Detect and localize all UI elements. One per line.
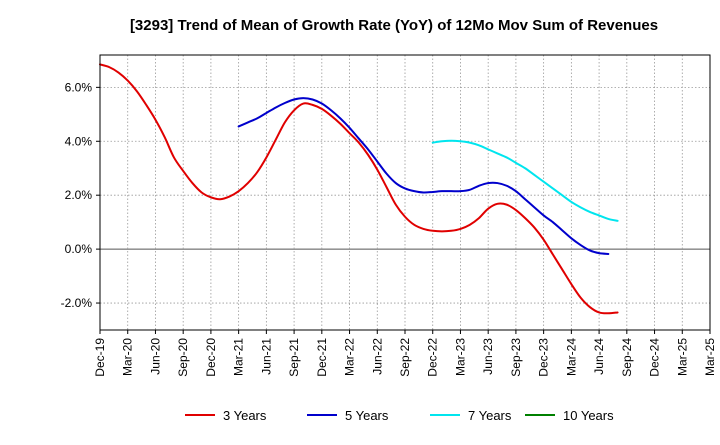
series-line-5-years — [237, 97, 610, 255]
legend-label: 10 Years — [563, 408, 614, 423]
grid-layer — [100, 55, 710, 330]
x-tick-label: Mar-21 — [232, 338, 246, 376]
x-tick-label: Mar-24 — [564, 338, 578, 376]
series-line-3-years — [99, 63, 619, 315]
legend-label: 3 Years — [223, 408, 267, 423]
x-tick-label: Sep-24 — [620, 338, 634, 377]
x-tick-label: Sep-21 — [287, 338, 301, 377]
x-tick-label: Mar-25 — [703, 338, 717, 376]
legend: 3 Years 5 Years 7 Years 10 Years — [185, 408, 614, 423]
y-axis: 6.0% 4.0% 2.0% 0.0% -2.0% — [61, 80, 100, 310]
x-tick-label: Jun-24 — [592, 338, 606, 375]
x-tick-label: Jun-20 — [148, 338, 162, 375]
y-tick-label: 6.0% — [65, 80, 93, 94]
x-tick-label: Dec-19 — [93, 338, 107, 377]
x-tick-label: Jun-23 — [481, 338, 495, 375]
x-tick-label: Dec-20 — [204, 338, 218, 377]
x-axis: Dec-19 Mar-20 Jun-20 Sep-20 Dec-20 Mar-21 Jun-… — [93, 330, 717, 377]
x-tick-label: Mar-25 — [675, 338, 689, 376]
y-tick-label: 2.0% — [65, 188, 93, 202]
x-tick-label: Dec-23 — [537, 338, 551, 377]
x-tick-label: Mar-22 — [343, 338, 357, 376]
x-tick-label: Sep-20 — [176, 338, 190, 377]
x-tick-label: Sep-23 — [509, 338, 523, 377]
y-tick-label: 4.0% — [65, 134, 93, 148]
y-tick-label: -2.0% — [61, 296, 93, 310]
x-tick-label: Dec-22 — [426, 338, 440, 377]
series-line-7-years — [431, 139, 619, 222]
x-tick-label: Dec-21 — [315, 338, 329, 377]
legend-label: 7 Years — [468, 408, 512, 423]
legend-label: 5 Years — [345, 408, 389, 423]
x-tick-label: Jun-22 — [370, 338, 384, 375]
y-tick-label: 0.0% — [65, 242, 93, 256]
x-tick-label: Jun-21 — [259, 338, 273, 375]
x-tick-label: Dec-24 — [648, 338, 662, 377]
chart-title: [3293] Trend of Mean of Growth Rate (YoY… — [130, 17, 658, 34]
x-tick-label: Mar-23 — [453, 338, 467, 376]
x-tick-label: Mar-20 — [121, 338, 135, 376]
series-layer — [99, 63, 619, 315]
x-tick-label: Sep-22 — [398, 338, 412, 377]
